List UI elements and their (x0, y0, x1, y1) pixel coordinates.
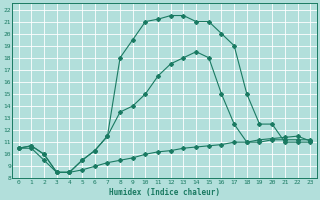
X-axis label: Humidex (Indice chaleur): Humidex (Indice chaleur) (109, 188, 220, 197)
